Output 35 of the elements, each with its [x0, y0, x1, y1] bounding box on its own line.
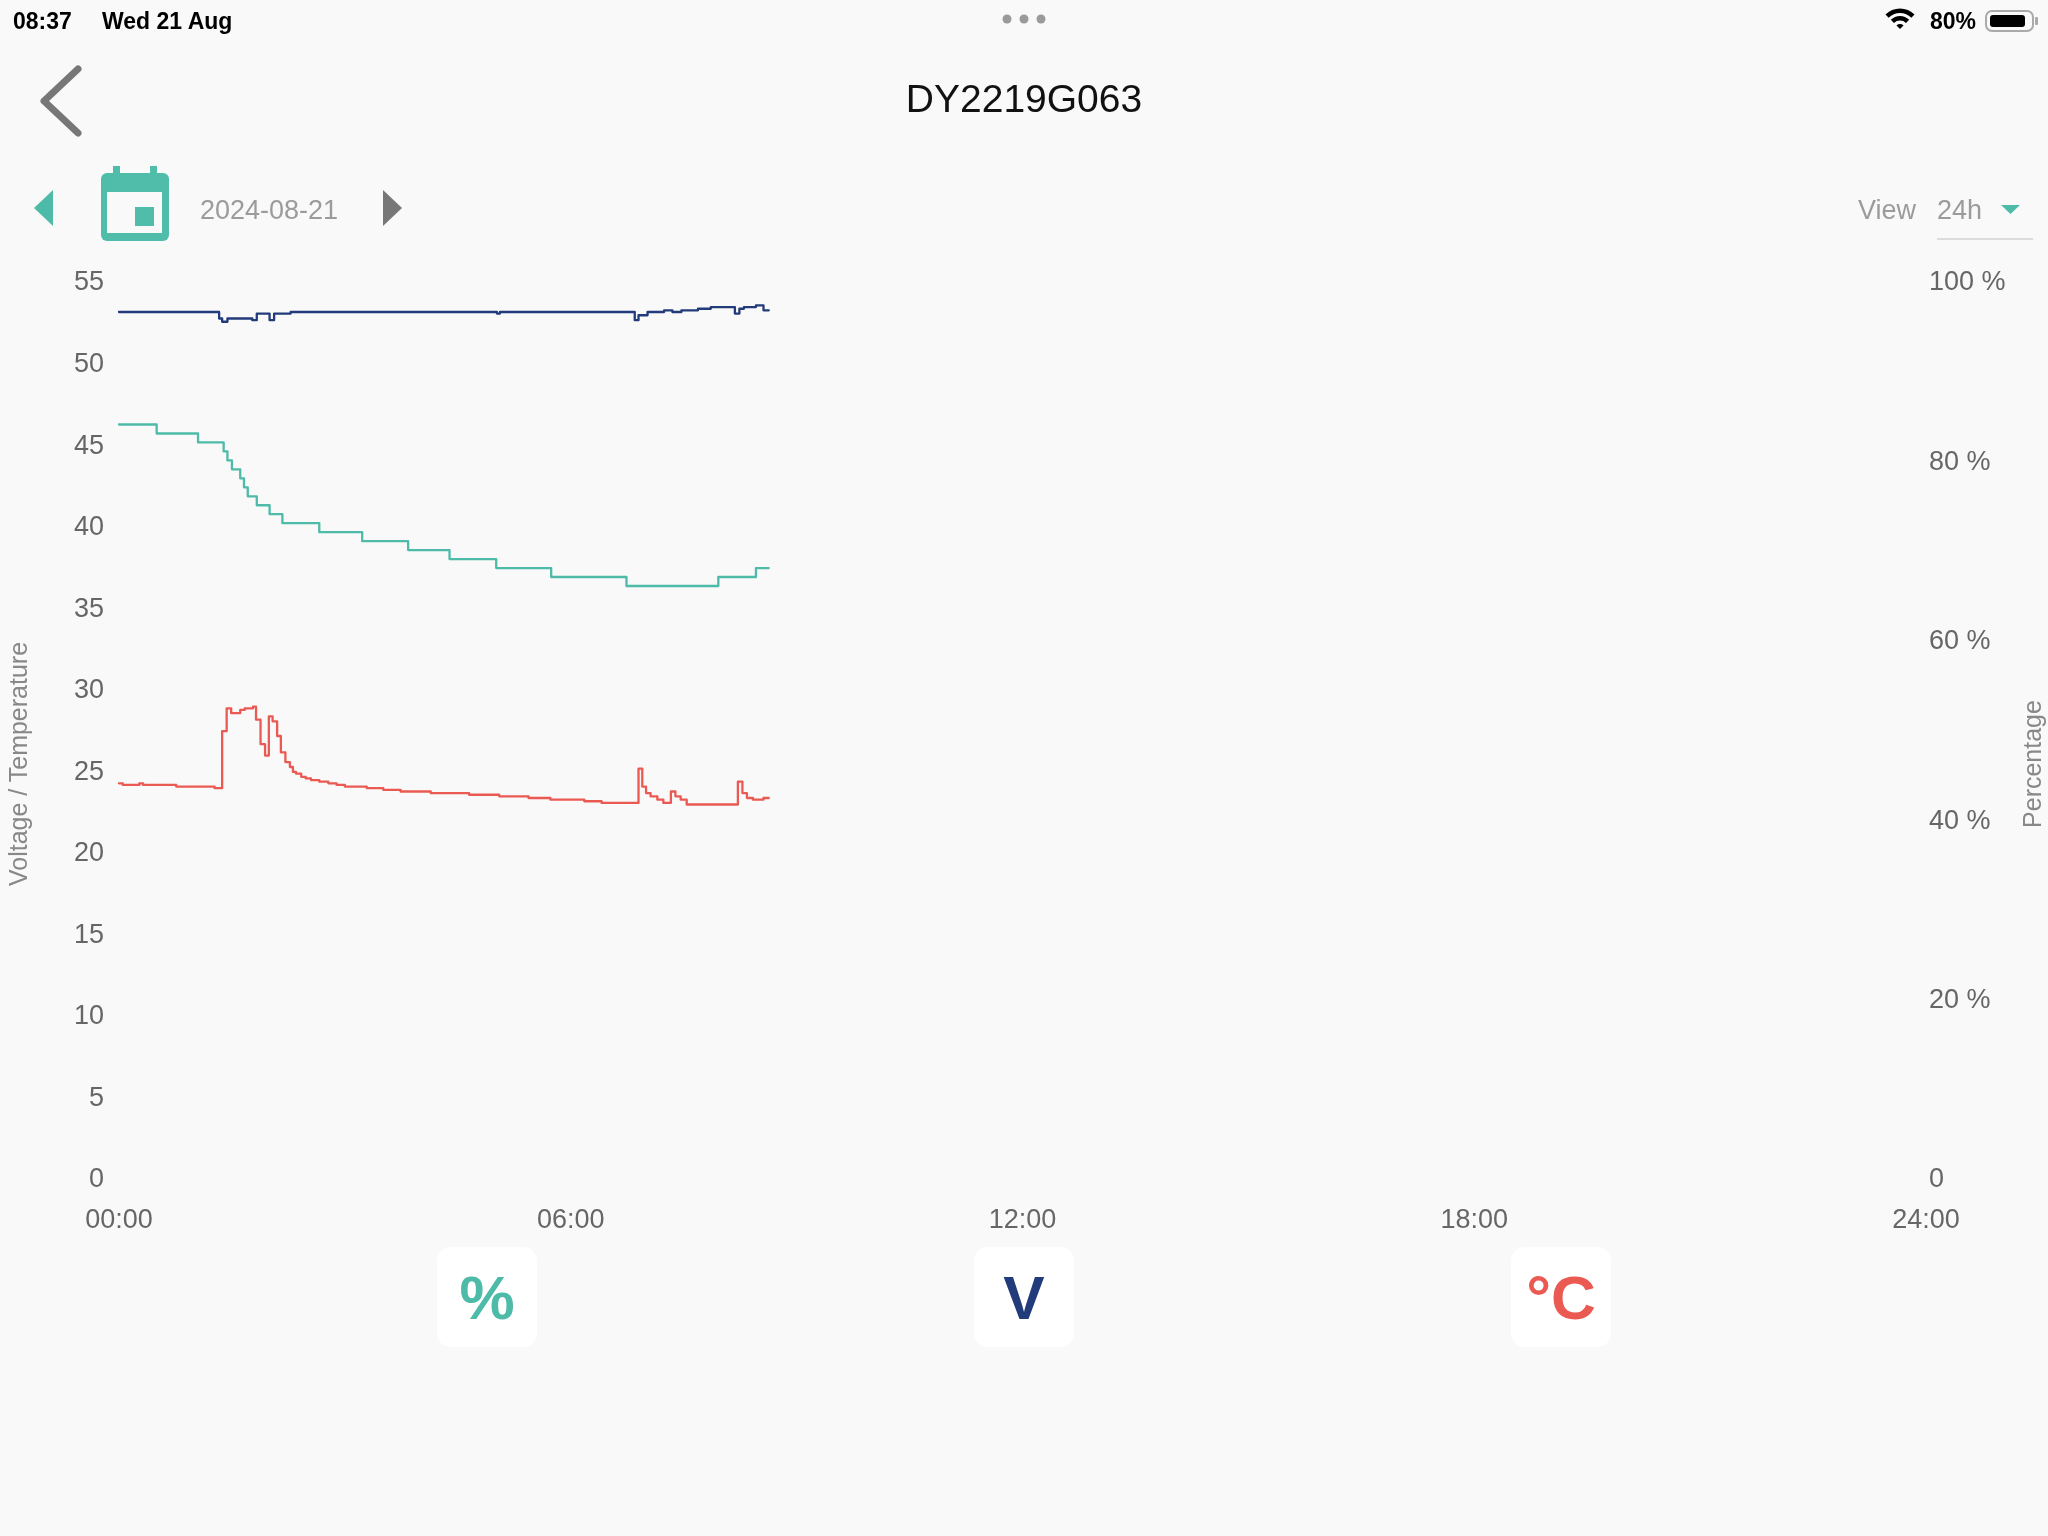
text: 24h	[1937, 195, 1983, 225]
y2-tick-label: 0	[1929, 1163, 1945, 1194]
x-tick-label: 12:00	[988, 1204, 1057, 1234]
text: 2024-08-21	[200, 195, 339, 225]
text: °C	[1526, 1263, 1596, 1333]
x-tick-label: 06:00	[536, 1204, 605, 1234]
y-tick-label: 25	[73, 755, 104, 786]
x-tick-label: 00:00	[85, 1204, 153, 1234]
text: %	[459, 1263, 515, 1333]
chart-title: DY2219G063	[905, 77, 1143, 120]
text: Wed 21 Aug	[102, 8, 233, 34]
y-tick-label: 50	[73, 348, 104, 378]
y-axis-title: Voltage / Temperature	[4, 641, 32, 887]
y-tick-label: 35	[73, 592, 104, 623]
y-tick-label: 45	[73, 429, 104, 460]
y2-tick-label: 20 %	[1929, 984, 1991, 1015]
y-tick-label: 20	[73, 837, 104, 868]
text: 80%	[1929, 8, 1976, 34]
y-tick-label: 55	[73, 266, 104, 297]
y-tick-label: 30	[73, 674, 104, 705]
text: V	[1003, 1263, 1045, 1333]
y-tick-label: 10	[73, 1000, 104, 1031]
y2-axis-title: Percentage	[2018, 700, 2046, 828]
text: 08:37	[13, 8, 72, 34]
y2-tick-label: 60 %	[1929, 625, 1991, 656]
y2-tick-label: 100 %	[1929, 266, 2006, 297]
y-tick-label: 40	[73, 511, 104, 542]
x-tick-label: 18:00	[1440, 1204, 1509, 1234]
y2-tick-label: 40 %	[1929, 804, 1991, 835]
y2-tick-label: 80 %	[1929, 445, 1991, 476]
y-tick-label: 15	[73, 918, 104, 949]
y-tick-label: 5	[88, 1081, 104, 1112]
y-tick-label: 0	[88, 1163, 104, 1194]
text: View	[1858, 195, 1917, 225]
x-tick-label: 24:00	[1892, 1204, 1960, 1234]
